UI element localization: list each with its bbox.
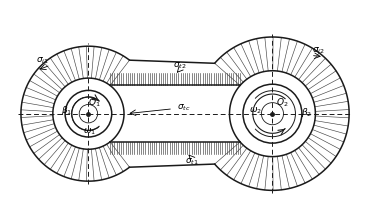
Text: $\omega_2$: $\omega_2$ <box>249 105 262 116</box>
Text: $\sigma_{t1}$: $\sigma_{t1}$ <box>185 156 198 167</box>
Text: $\beta_2$: $\beta_2$ <box>301 106 312 119</box>
Text: $\beta_1$: $\beta_1$ <box>61 104 73 117</box>
Text: $\sigma_{i2}$: $\sigma_{i2}$ <box>312 46 325 56</box>
Text: $O_1$: $O_1$ <box>88 96 101 109</box>
Text: $\omega_1$: $\omega_1$ <box>83 127 96 137</box>
Text: $\sigma_{tc}$: $\sigma_{tc}$ <box>177 102 190 113</box>
Text: $O_2$: $O_2$ <box>276 96 288 109</box>
Text: $\sigma_{i1}$: $\sigma_{i1}$ <box>36 56 49 66</box>
Text: $\sigma_{t2}$: $\sigma_{t2}$ <box>173 61 186 71</box>
